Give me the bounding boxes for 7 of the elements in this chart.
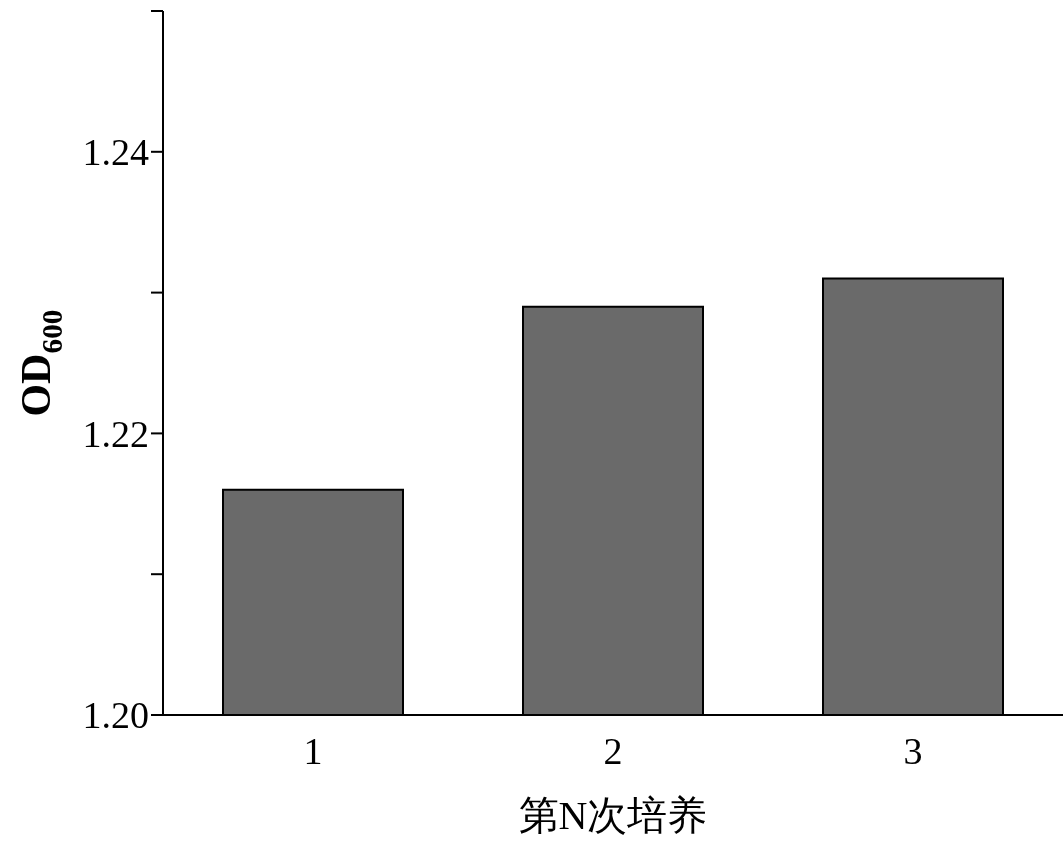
x-tick-label: 2 xyxy=(603,729,623,772)
y-tick-label: 1.20 xyxy=(82,694,149,737)
x-tick-label: 3 xyxy=(903,729,923,772)
x-axis-title: 第N次培养 xyxy=(518,793,708,838)
y-tick-label: 1.24 xyxy=(82,131,149,174)
x-tick-label: 1 xyxy=(303,729,323,772)
y-tick-label: 1.22 xyxy=(82,412,149,455)
